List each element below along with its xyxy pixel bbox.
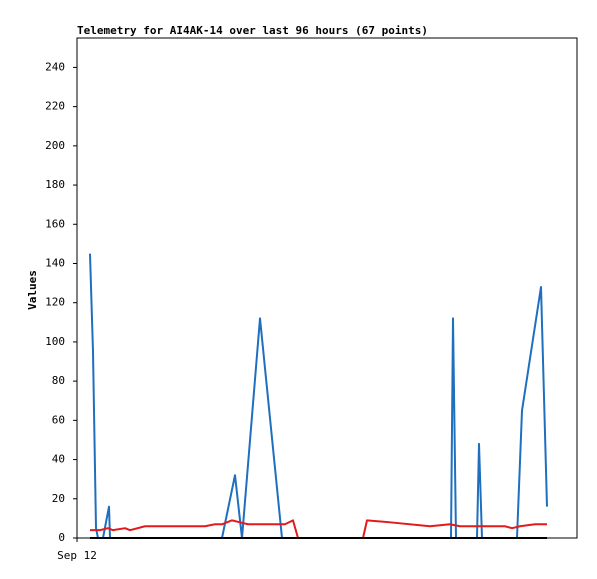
line-series xyxy=(90,519,547,539)
y-tick-label: 140 xyxy=(45,256,65,269)
y-tick-label: 120 xyxy=(45,296,65,309)
y-tick-label: 60 xyxy=(52,413,65,426)
y-tick-label: 240 xyxy=(45,60,65,73)
y-tick-label: 220 xyxy=(45,100,65,113)
y-tick-label: 80 xyxy=(52,374,65,387)
line-series xyxy=(89,253,548,539)
y-tick-label: 160 xyxy=(45,217,65,230)
plot-frame xyxy=(76,37,578,539)
y-tick-label: 200 xyxy=(45,139,65,152)
y-tick-label: 100 xyxy=(45,335,65,348)
chart-title: Telemetry for AI4AK-14 over last 96 hour… xyxy=(77,24,428,37)
y-tick-label: 40 xyxy=(52,453,65,466)
y-axis-label: Values xyxy=(26,270,39,310)
x-tick-label: Sep 12 xyxy=(57,549,97,562)
y-tick-label: 20 xyxy=(52,492,65,505)
y-tick-label: 180 xyxy=(45,178,65,191)
y-tick-label: 0 xyxy=(58,531,65,544)
